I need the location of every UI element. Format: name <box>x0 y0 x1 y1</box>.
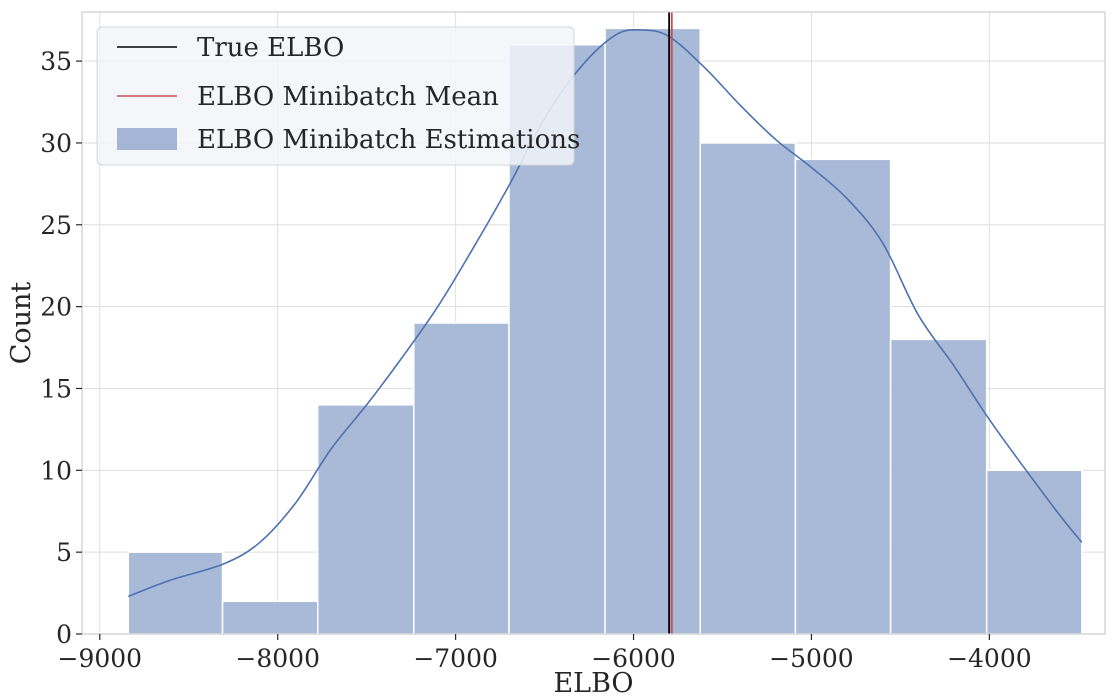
plot-frame <box>81 11 1106 635</box>
legend-label-true-elbo: True ELBO <box>197 33 344 63</box>
histogram-bar-6 <box>699 142 797 635</box>
y-tick-label: 25 <box>40 211 72 240</box>
legend-label-minibatch-mean: ELBO Minibatch Mean <box>197 82 499 112</box>
y-tick-label: 35 <box>40 47 72 76</box>
histogram-bar-9 <box>985 469 1083 635</box>
x-tick-label: −6000 <box>591 644 676 673</box>
histogram-bar-2 <box>316 404 415 635</box>
histogram-bar-7 <box>794 158 892 635</box>
legend: True ELBO ELBO Minibatch Mean ELBO Minib… <box>96 26 580 166</box>
y-tick-label: 0 <box>56 620 72 649</box>
x-tick-label: −5000 <box>769 644 854 673</box>
x-tick-label: −7000 <box>413 644 498 673</box>
y-axis-label: Count <box>6 282 37 365</box>
y-tick-label: 10 <box>40 456 72 485</box>
histogram-bar-1 <box>221 600 319 635</box>
histogram-bars <box>127 27 1083 635</box>
legend-swatch-minibatch-estimations <box>117 128 177 150</box>
x-axis-label: ELBO <box>553 668 633 698</box>
kde-curve-group <box>128 28 1083 598</box>
y-tick-label: 30 <box>40 129 72 158</box>
vertical-lines <box>668 12 673 634</box>
histogram-bar-5 <box>604 27 701 635</box>
kde-curve <box>128 28 1083 598</box>
x-tick-label: −4000 <box>947 644 1032 673</box>
x-tick-label: −8000 <box>235 644 320 673</box>
x-axis-ticks: −9000 −8000 −7000 −6000 −5000 −4000 <box>58 634 1032 673</box>
x-tick-label: −9000 <box>58 644 143 673</box>
y-tick-label: 5 <box>56 538 72 567</box>
y-tick-label: 20 <box>40 293 72 322</box>
legend-box <box>96 26 575 166</box>
histogram-bar-3 <box>413 322 510 635</box>
y-tick-label: 15 <box>40 374 72 403</box>
histogram-bar-8 <box>889 338 988 635</box>
legend-label-minibatch-estimations: ELBO Minibatch Estimations <box>197 125 580 155</box>
y-axis-ticks: 0 5 10 15 20 25 30 35 <box>40 47 82 649</box>
histogram-bar-0 <box>127 551 224 635</box>
